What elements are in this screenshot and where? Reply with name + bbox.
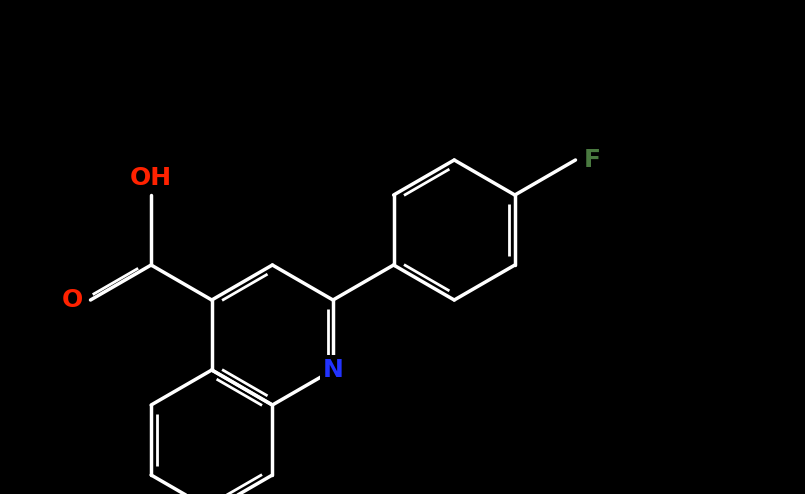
Text: O: O <box>61 288 83 312</box>
Text: OH: OH <box>130 166 172 190</box>
Text: N: N <box>323 358 344 382</box>
Text: F: F <box>584 148 601 172</box>
